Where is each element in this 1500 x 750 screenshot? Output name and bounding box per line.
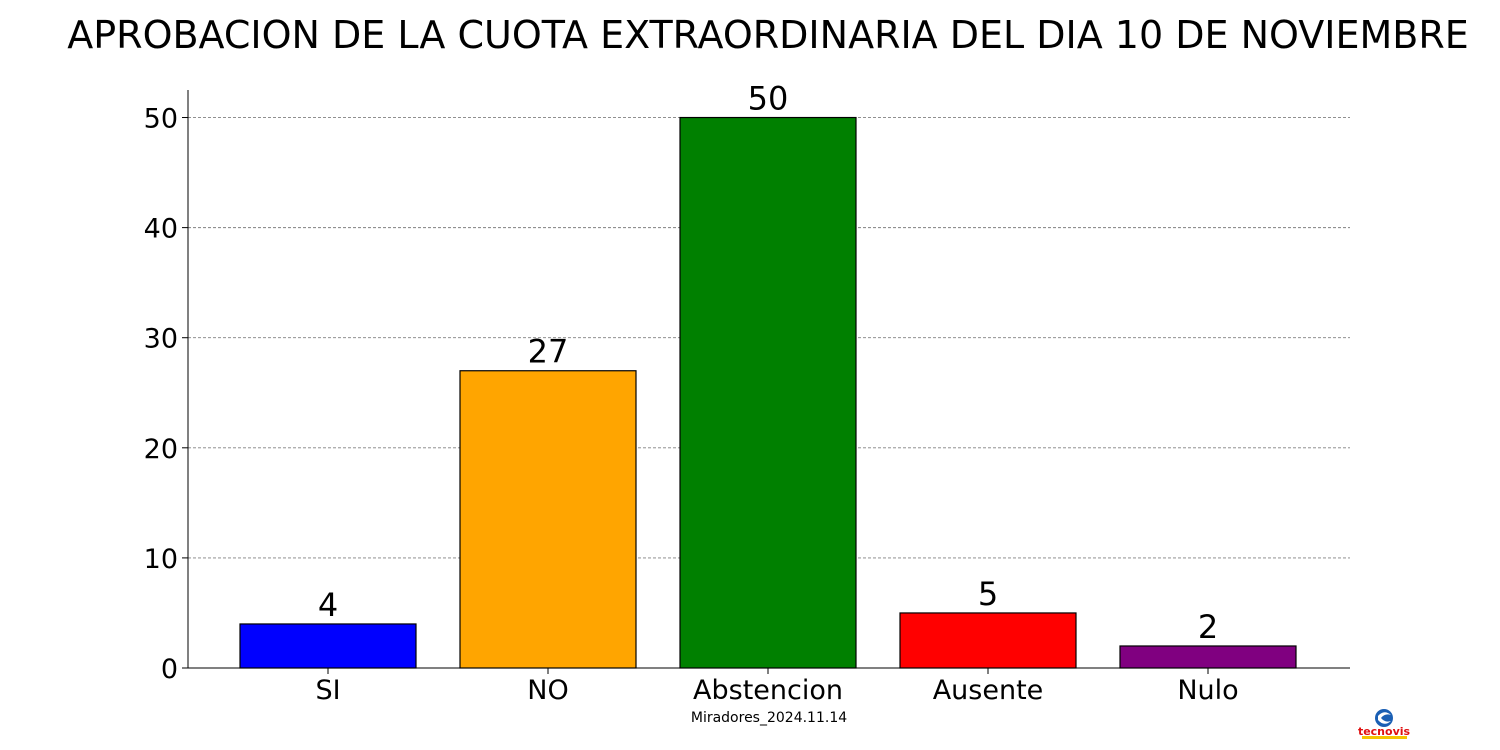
chart-title: APROBACION DE LA CUOTA EXTRAORDINARIA DE… (67, 13, 1469, 57)
bar-value-label: 4 (318, 586, 338, 624)
bar-no (459, 370, 637, 669)
x-tick-label: NO (527, 675, 568, 706)
bar-nulo (1119, 645, 1297, 669)
bar-value-label: 2 (1198, 608, 1218, 646)
labels: 0 10 20 30 40 50 4 SI 27 NO 50 Abstencion 5 Ausente 2 N… (144, 80, 1239, 706)
axes (182, 90, 1350, 674)
bar-value-label: 50 (748, 80, 789, 118)
x-tick-label: Nulo (1177, 675, 1238, 706)
tecnovis-logo: tecnovis (1358, 709, 1411, 739)
y-tick-label: 20 (144, 434, 178, 465)
bar-value-label: 5 (978, 575, 998, 613)
bars (239, 116, 1297, 669)
logo-swoosh-icon (1378, 712, 1391, 724)
bar-ausente (899, 612, 1077, 669)
logo-underline (1362, 736, 1407, 739)
y-tick-label: 50 (144, 104, 178, 135)
bar-si (239, 623, 417, 669)
y-tick-label: 10 (144, 544, 178, 575)
chart-caption: Miradores_2024.11.14 (691, 710, 847, 726)
x-tick-label: SI (315, 675, 340, 706)
logo-text: tecnovis (1358, 725, 1411, 738)
y-tick-label: 0 (161, 654, 178, 685)
y-tick-label: 30 (144, 324, 178, 355)
y-tick-label: 40 (144, 214, 178, 245)
x-tick-label: Abstencion (693, 675, 843, 706)
x-tick-label: Ausente (933, 675, 1044, 706)
bar-abstencion (679, 116, 857, 669)
bar-value-label: 27 (528, 333, 569, 371)
